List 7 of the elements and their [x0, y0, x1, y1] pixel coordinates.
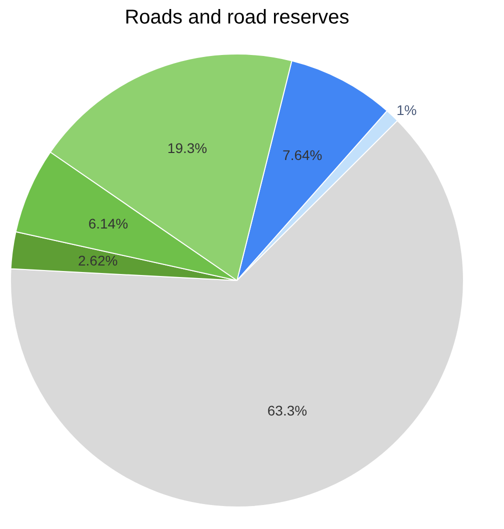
chart-title: Roads and road reserves [124, 6, 350, 29]
data-label: 63.3% [267, 402, 308, 418]
data-label: 1% [396, 102, 417, 118]
data-label: 6.14% [88, 215, 128, 232]
data-label: 2.62% [78, 252, 118, 269]
data-label: 19.3% [167, 140, 208, 156]
data-label: 7.64% [282, 147, 322, 164]
